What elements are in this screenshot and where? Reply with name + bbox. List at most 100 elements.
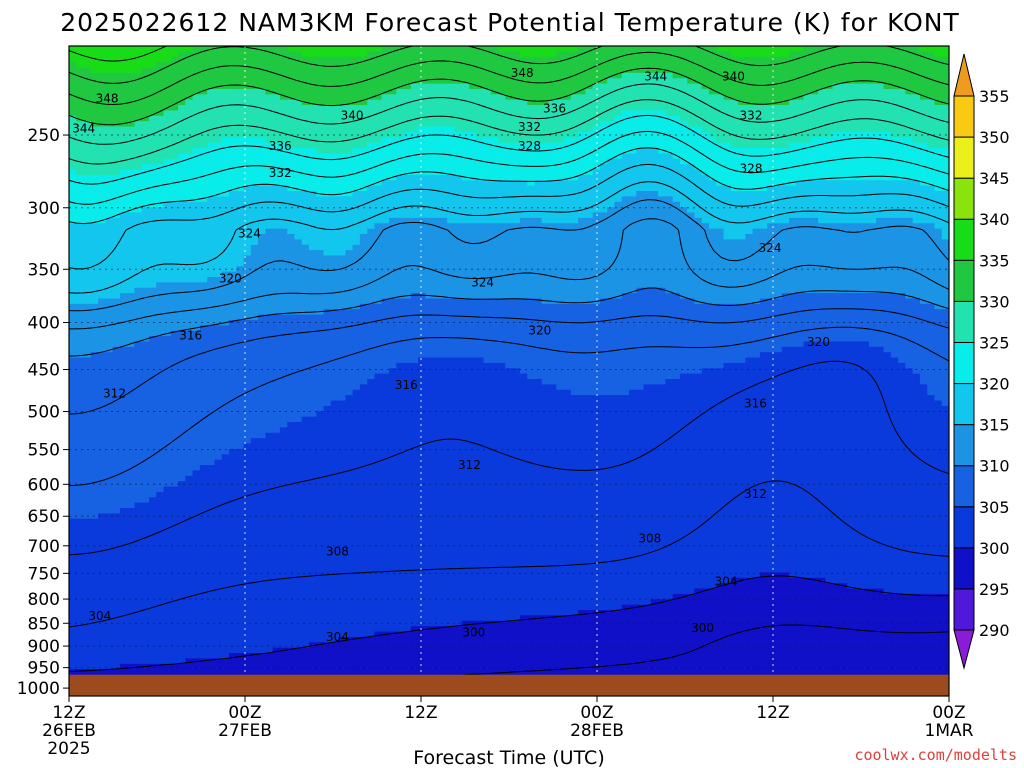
field-cell (738, 244, 746, 251)
field-cell (759, 78, 768, 85)
field-cell (658, 196, 666, 203)
field-cell (541, 260, 550, 267)
field-cell (709, 51, 717, 58)
field-cell (389, 83, 397, 90)
field-cell (90, 180, 99, 187)
field-cell (672, 201, 681, 208)
field-cell (265, 99, 274, 106)
field-cell (621, 260, 630, 267)
field-cell (759, 158, 768, 165)
field-cell (425, 255, 434, 262)
field-cell (403, 83, 412, 90)
field-cell (105, 250, 114, 257)
field-cell (345, 83, 354, 90)
field-cell (294, 164, 303, 171)
field-cell (192, 180, 201, 187)
field-cell (905, 62, 914, 69)
field-cell (527, 207, 536, 214)
field-cell (890, 115, 899, 122)
field-cell (185, 158, 194, 165)
field-cell (396, 250, 405, 257)
field-cell (279, 250, 288, 257)
field-cell (323, 250, 332, 257)
field-cell (403, 62, 412, 69)
field-cell (825, 180, 834, 187)
field-cell (774, 239, 783, 246)
field-cell (229, 126, 237, 133)
field-cell (192, 137, 201, 144)
field-cell (90, 121, 99, 128)
field-cell (156, 174, 165, 181)
field-cell (825, 131, 834, 138)
field-cell (854, 180, 863, 187)
field-cell (250, 207, 259, 214)
field-cell (454, 244, 463, 251)
field-cell (83, 51, 92, 58)
field-cell (309, 115, 317, 122)
field-cell (381, 255, 390, 262)
field-cell (512, 169, 521, 176)
field-cell (156, 56, 165, 63)
field-cell (236, 137, 245, 144)
field-cell (199, 126, 208, 133)
field-cell (854, 51, 863, 58)
field-cell (127, 217, 136, 224)
field-cell (854, 131, 863, 138)
field-cell (759, 196, 768, 203)
field-cell (403, 51, 412, 58)
field-cell (803, 137, 812, 144)
field-cell (279, 88, 288, 95)
field-cell (119, 78, 128, 85)
field-cell (490, 201, 499, 208)
field-cell (294, 191, 303, 198)
field-cell (679, 260, 688, 267)
field-cell (454, 234, 463, 240)
field-cell (709, 158, 717, 165)
field-cell (599, 185, 608, 192)
field-cell (694, 94, 703, 101)
field-cell (549, 191, 557, 198)
field-cell (214, 105, 223, 112)
field-cell (207, 78, 216, 85)
field-cell (890, 174, 899, 181)
field-cell (745, 196, 754, 203)
field-cell (454, 250, 463, 257)
field-cell (883, 250, 892, 257)
field-cell (636, 72, 645, 79)
field-cell (570, 46, 579, 52)
field-cell (338, 88, 346, 95)
field-cell (330, 228, 339, 235)
field-cell (636, 137, 645, 144)
field-cell (112, 196, 121, 203)
field-cell (687, 201, 696, 208)
field-cell (599, 239, 608, 246)
field-cell (701, 126, 710, 133)
field-cell (381, 201, 390, 208)
field-cell (694, 207, 703, 214)
field-cell (919, 142, 928, 149)
field-cell (752, 83, 761, 90)
field-cell (439, 196, 448, 203)
field-cell (309, 121, 317, 128)
field-cell (316, 250, 325, 257)
field-cell (585, 115, 594, 122)
field-cell (789, 250, 797, 257)
field-cell (134, 46, 143, 52)
field-cell (178, 126, 186, 133)
field-cell (876, 148, 885, 155)
field-cell (98, 105, 106, 112)
field-cell (236, 207, 245, 214)
field-cell (447, 131, 456, 138)
field-cell (199, 115, 208, 122)
field-cell (607, 94, 616, 101)
field-cell (679, 83, 688, 90)
field-cell (119, 56, 128, 63)
field-cell (410, 250, 419, 257)
field-cell (825, 244, 834, 251)
field-cell (476, 137, 485, 144)
field-cell (927, 260, 936, 267)
field-cell (723, 255, 732, 262)
field-cell (323, 72, 332, 79)
field-cell (338, 110, 346, 117)
field-cell (578, 191, 586, 198)
